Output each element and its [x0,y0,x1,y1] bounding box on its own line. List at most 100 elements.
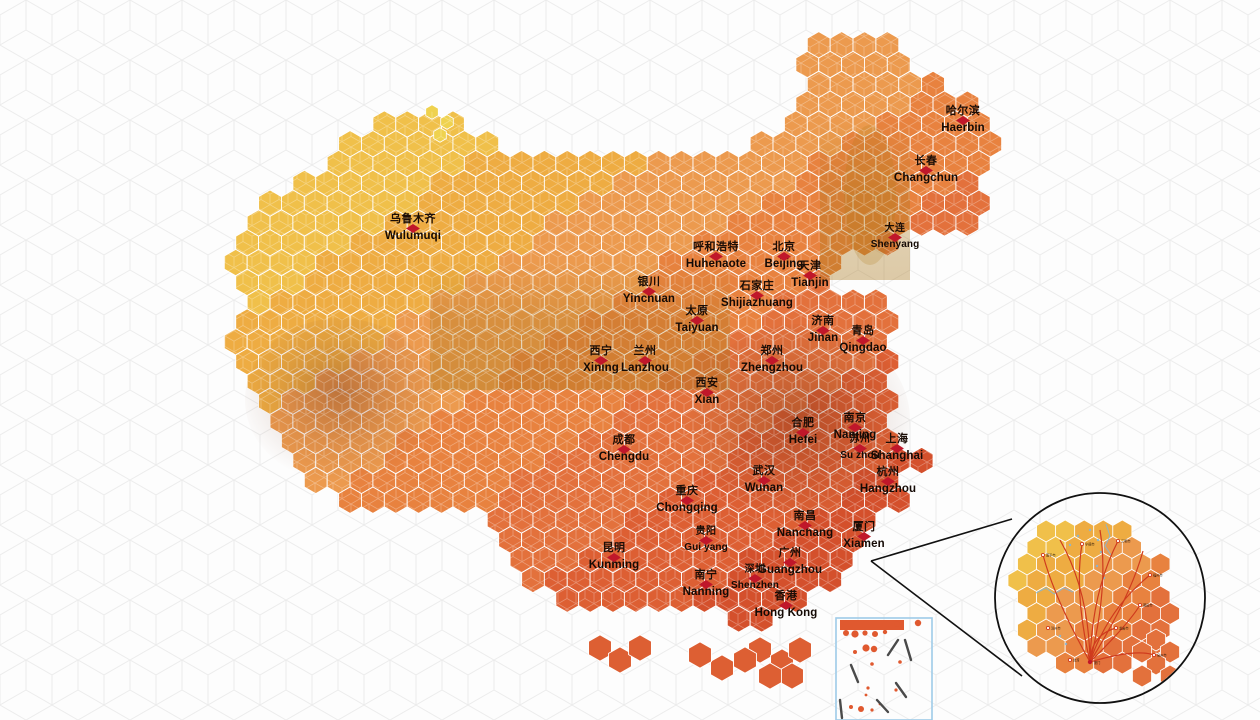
city-label-shenzhen[interactable]: 深圳 Shenzhen [731,565,779,591]
city-label-xian[interactable]: 西安 Xian [695,378,720,407]
city-label-nanjing[interactable]: 南京 Nanjing [834,413,877,442]
hex-tile-texture [544,249,568,276]
inset-node-label: 台湾 [1073,657,1080,662]
city-label-cn: 合肥 [791,417,815,429]
city-label-qingdao[interactable]: 青岛 Qingdao [839,326,886,355]
inset-node-label: 福州市 [1153,572,1163,577]
inset-node-label: 宁德市 [1085,541,1095,546]
city-label-shanghai[interactable]: 上海 Shanghai [871,434,924,463]
city-label-wuhan[interactable]: 武汉 Wuhan [745,466,784,495]
city-label-gui-yang[interactable]: 贵阳 Gui yang [684,527,728,553]
city-label-haerbin[interactable]: 哈尔滨 Haerbin [941,106,985,135]
hex-tile-texture [407,249,431,276]
city-label-guangzhou[interactable]: 广州 Guangzhou [758,548,822,577]
hex-tile-texture [475,170,499,197]
hex-tile-texture [715,586,739,613]
hex-tile-texture [670,388,693,415]
hex-tile-texture [590,289,613,316]
city-label-cn: 郑州 [760,345,784,357]
hex-tile-texture [624,150,648,177]
city-marker-diamond-icon [617,445,631,454]
city-marker-diamond-icon [405,224,420,233]
hex-tile-texture [704,368,728,395]
city-label-lanzhou[interactable]: 兰州 Lanzhou [621,346,669,375]
hex-tile-texture [270,249,293,276]
city-label-nanchang[interactable]: 南昌 Nanchang [777,511,833,540]
hex-tile-texture [761,190,785,217]
hex-tile-texture [327,269,351,296]
city-label-wulumuqi[interactable]: 乌鲁木齐 Wulumuqi [385,214,441,243]
hex-tile-texture [670,467,693,494]
city-label-changchun[interactable]: 长春 Changchun [894,156,958,185]
hex-tile-texture [327,348,351,375]
hex-tile-texture [487,229,511,256]
city-label-cn: 厦门 [852,521,876,533]
hex-tile-texture [578,269,602,296]
hex-tile-texture [281,348,305,375]
city-label-hangzhou[interactable]: 杭州 Hangzhou [860,467,916,496]
city-label-zhengzhou[interactable]: 郑州 Zhengzhou [741,346,803,375]
city-label-taiyuan[interactable]: 太原 Taiyuan [675,306,718,335]
hex-tile-texture [807,348,831,375]
hex-tile-texture [750,249,774,276]
hex-tile-texture [350,150,373,177]
city-label-chongqing[interactable]: 重庆 Chongqing [656,486,718,515]
hex-tile-texture [532,348,556,375]
hex-tile-texture [692,506,716,534]
hex-tile-texture [647,388,671,415]
city-label-beijing[interactable]: 北京 Beijing [764,242,803,271]
hex-tile-texture [853,467,876,494]
hex-tile-texture [807,190,831,217]
city-label-en: Taiyuan [675,322,719,334]
hex-tile-texture [864,289,888,316]
city-label-hefei[interactable]: 合肥 Hefei [789,418,818,447]
hex-tile-texture [910,209,934,237]
city-marker-diamond-icon [700,388,714,397]
hex-tile-texture [647,150,671,177]
city-label-shenyang[interactable]: 大连 Shenyang [871,224,920,250]
hex-tile-texture [464,308,488,336]
hex-tile-texture [647,190,671,217]
hex-tile-texture [510,190,533,217]
hex-tile-texture [624,546,648,573]
hex-tile-texture [327,388,351,415]
hex-tile-texture [407,170,431,197]
city-label-xiamen[interactable]: 厦门 Xiamen [843,522,885,551]
hex-tile-texture [338,407,362,435]
hex-tile-texture [887,487,911,514]
city-label-kunming[interactable]: 昆明 Kunming [589,543,640,572]
hex-tile-texture [315,407,339,435]
city-label-hong-kong[interactable]: 香港 Hong Kong [755,591,818,620]
hex-tile-texture [418,388,442,415]
city-label-shijiazhuang[interactable]: 石家庄 Shijiazhuang [721,281,793,310]
hex-tile-texture [372,150,396,177]
city-label-nanning[interactable]: 南宁 Nanning [683,570,730,599]
hex-tile-texture [738,506,762,534]
hex-tile-texture [555,388,579,415]
hex-tile-texture [247,368,271,395]
hex-tile-texture [681,170,705,197]
city-label-en: Shenzhen [730,580,780,591]
hex-tile-texture [887,209,911,237]
hex-tile-texture [967,150,991,177]
hex-tile-texture [315,209,339,237]
city-label-en: Hangzhou [859,483,917,495]
city-label-yinchuan[interactable]: 银川 Yinchuan [623,277,675,306]
city-label-huhehaote[interactable]: 呼和浩特 Huhehaote [686,242,746,271]
hex-tile-texture [544,487,568,514]
city-label-en: Chengdu [598,451,650,463]
hex-tile-texture [567,328,591,355]
city-label-jinan[interactable]: 济南 Jinan [808,316,839,345]
hex-tile-texture [532,150,556,177]
city-marker-diamond-icon [690,316,704,325]
inset-node-label: 泉州市 [1157,652,1167,657]
hex-tile-texture [281,308,305,336]
city-label-chengdu[interactable]: 成都 Chengdu [599,435,650,464]
hex-tile-texture [715,467,739,494]
hex-tile-texture [795,209,819,237]
hex-tile-texture [818,249,842,276]
city-label-su-zhou[interactable]: 苏州 Su zhou [840,435,880,461]
city-label-xining[interactable]: 西宁 Xining [583,346,619,375]
city-label-tianjin[interactable]: 天津 Tianjin [791,261,829,290]
